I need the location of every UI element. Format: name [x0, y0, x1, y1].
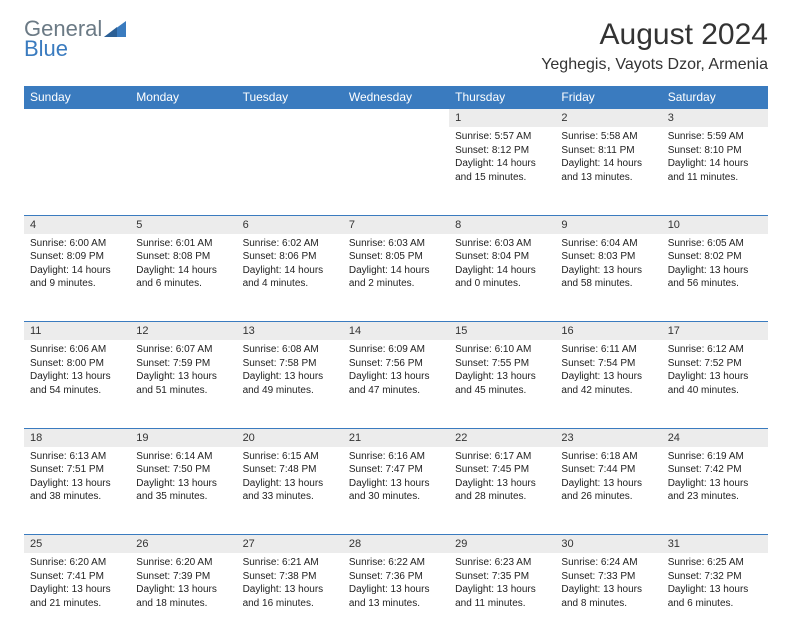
day-number-cell: 13 [237, 322, 343, 341]
day-content-cell: Sunrise: 6:12 AM Sunset: 7:52 PM Dayligh… [662, 340, 768, 428]
day-number-cell: 28 [343, 535, 449, 554]
day-content-cell: Sunrise: 6:15 AM Sunset: 7:48 PM Dayligh… [237, 447, 343, 535]
day-header: Monday [130, 86, 236, 109]
day-number-row: 25262728293031 [24, 535, 768, 554]
day-number-cell: 10 [662, 215, 768, 234]
day-content-cell: Sunrise: 6:10 AM Sunset: 7:55 PM Dayligh… [449, 340, 555, 428]
day-content-cell: Sunrise: 6:25 AM Sunset: 7:32 PM Dayligh… [662, 553, 768, 641]
day-number-cell: 17 [662, 322, 768, 341]
day-content-cell [24, 127, 130, 215]
day-number-cell: 2 [555, 109, 661, 128]
day-content-cell: Sunrise: 6:20 AM Sunset: 7:39 PM Dayligh… [130, 553, 236, 641]
day-content-cell: Sunrise: 5:58 AM Sunset: 8:11 PM Dayligh… [555, 127, 661, 215]
day-header: Saturday [662, 86, 768, 109]
day-header: Wednesday [343, 86, 449, 109]
day-content-cell [343, 127, 449, 215]
day-header: Thursday [449, 86, 555, 109]
day-header: Sunday [24, 86, 130, 109]
day-header: Tuesday [237, 86, 343, 109]
day-number-row: 18192021222324 [24, 428, 768, 447]
day-number-cell: 9 [555, 215, 661, 234]
day-content-cell: Sunrise: 6:05 AM Sunset: 8:02 PM Dayligh… [662, 234, 768, 322]
day-number-cell: 22 [449, 428, 555, 447]
day-content-cell: Sunrise: 6:01 AM Sunset: 8:08 PM Dayligh… [130, 234, 236, 322]
day-content-cell: Sunrise: 6:04 AM Sunset: 8:03 PM Dayligh… [555, 234, 661, 322]
location: Yeghegis, Vayots Dzor, Armenia [541, 56, 768, 74]
logo-text-blue: Blue [24, 38, 126, 60]
day-header: Friday [555, 86, 661, 109]
day-number-cell: 11 [24, 322, 130, 341]
calendar-body: 123Sunrise: 5:57 AM Sunset: 8:12 PM Dayl… [24, 109, 768, 641]
day-number-row: 11121314151617 [24, 322, 768, 341]
day-number-cell [24, 109, 130, 128]
day-content-cell: Sunrise: 6:03 AM Sunset: 8:05 PM Dayligh… [343, 234, 449, 322]
logo: General Blue [24, 18, 126, 60]
day-number-cell: 20 [237, 428, 343, 447]
day-number-cell: 14 [343, 322, 449, 341]
day-content-cell: Sunrise: 6:24 AM Sunset: 7:33 PM Dayligh… [555, 553, 661, 641]
day-number-cell: 23 [555, 428, 661, 447]
day-number-cell: 25 [24, 535, 130, 554]
day-number-cell: 7 [343, 215, 449, 234]
calendar-page: General Blue August 2024 Yeghegis, Vayot… [0, 0, 792, 641]
day-content-cell: Sunrise: 6:09 AM Sunset: 7:56 PM Dayligh… [343, 340, 449, 428]
day-content-row: Sunrise: 6:06 AM Sunset: 8:00 PM Dayligh… [24, 340, 768, 428]
day-content-cell [130, 127, 236, 215]
day-content-cell [237, 127, 343, 215]
day-content-cell: Sunrise: 5:57 AM Sunset: 8:12 PM Dayligh… [449, 127, 555, 215]
day-number-cell: 29 [449, 535, 555, 554]
day-number-cell: 30 [555, 535, 661, 554]
title-block: August 2024 Yeghegis, Vayots Dzor, Armen… [541, 18, 768, 74]
day-content-row: Sunrise: 6:00 AM Sunset: 8:09 PM Dayligh… [24, 234, 768, 322]
day-number-cell: 31 [662, 535, 768, 554]
day-number-cell [130, 109, 236, 128]
day-number-cell: 21 [343, 428, 449, 447]
day-number-cell: 6 [237, 215, 343, 234]
day-number-cell: 18 [24, 428, 130, 447]
day-content-cell: Sunrise: 6:19 AM Sunset: 7:42 PM Dayligh… [662, 447, 768, 535]
logo-triangle-icon [104, 21, 126, 37]
header: General Blue August 2024 Yeghegis, Vayot… [24, 18, 768, 74]
day-number-cell: 27 [237, 535, 343, 554]
day-content-cell: Sunrise: 6:06 AM Sunset: 8:00 PM Dayligh… [24, 340, 130, 428]
month-title: August 2024 [541, 18, 768, 52]
day-content-cell: Sunrise: 6:02 AM Sunset: 8:06 PM Dayligh… [237, 234, 343, 322]
day-number-cell: 19 [130, 428, 236, 447]
day-number-row: 123 [24, 109, 768, 128]
day-header-row: Sunday Monday Tuesday Wednesday Thursday… [24, 86, 768, 109]
day-content-row: Sunrise: 5:57 AM Sunset: 8:12 PM Dayligh… [24, 127, 768, 215]
calendar-table: Sunday Monday Tuesday Wednesday Thursday… [24, 86, 768, 641]
day-content-cell: Sunrise: 6:14 AM Sunset: 7:50 PM Dayligh… [130, 447, 236, 535]
day-number-cell: 16 [555, 322, 661, 341]
day-number-cell: 3 [662, 109, 768, 128]
day-content-cell: Sunrise: 6:00 AM Sunset: 8:09 PM Dayligh… [24, 234, 130, 322]
day-number-cell: 15 [449, 322, 555, 341]
day-number-cell: 8 [449, 215, 555, 234]
day-number-cell: 5 [130, 215, 236, 234]
day-number-cell: 4 [24, 215, 130, 234]
day-number-cell [237, 109, 343, 128]
day-number-cell: 26 [130, 535, 236, 554]
day-content-cell: Sunrise: 6:07 AM Sunset: 7:59 PM Dayligh… [130, 340, 236, 428]
day-content-cell: Sunrise: 6:03 AM Sunset: 8:04 PM Dayligh… [449, 234, 555, 322]
day-content-row: Sunrise: 6:20 AM Sunset: 7:41 PM Dayligh… [24, 553, 768, 641]
day-content-cell: Sunrise: 6:23 AM Sunset: 7:35 PM Dayligh… [449, 553, 555, 641]
day-content-cell: Sunrise: 6:20 AM Sunset: 7:41 PM Dayligh… [24, 553, 130, 641]
day-content-cell: Sunrise: 6:21 AM Sunset: 7:38 PM Dayligh… [237, 553, 343, 641]
day-number-cell: 12 [130, 322, 236, 341]
day-content-cell: Sunrise: 6:22 AM Sunset: 7:36 PM Dayligh… [343, 553, 449, 641]
day-content-row: Sunrise: 6:13 AM Sunset: 7:51 PM Dayligh… [24, 447, 768, 535]
day-number-cell: 1 [449, 109, 555, 128]
day-number-cell: 24 [662, 428, 768, 447]
day-content-cell: Sunrise: 5:59 AM Sunset: 8:10 PM Dayligh… [662, 127, 768, 215]
day-content-cell: Sunrise: 6:16 AM Sunset: 7:47 PM Dayligh… [343, 447, 449, 535]
day-number-cell [343, 109, 449, 128]
day-content-cell: Sunrise: 6:08 AM Sunset: 7:58 PM Dayligh… [237, 340, 343, 428]
day-content-cell: Sunrise: 6:18 AM Sunset: 7:44 PM Dayligh… [555, 447, 661, 535]
day-content-cell: Sunrise: 6:11 AM Sunset: 7:54 PM Dayligh… [555, 340, 661, 428]
day-content-cell: Sunrise: 6:13 AM Sunset: 7:51 PM Dayligh… [24, 447, 130, 535]
day-number-row: 45678910 [24, 215, 768, 234]
day-content-cell: Sunrise: 6:17 AM Sunset: 7:45 PM Dayligh… [449, 447, 555, 535]
